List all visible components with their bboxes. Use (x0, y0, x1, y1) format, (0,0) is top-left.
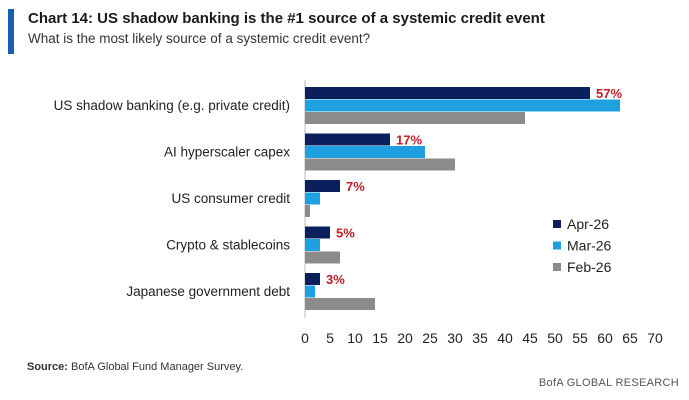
x-tick-label: 5 (326, 330, 334, 346)
x-tick-label: 70 (647, 330, 663, 346)
x-tick-label: 45 (522, 330, 538, 346)
source-note: Source: BofA Global Fund Manager Survey. (27, 361, 243, 373)
bar-apr-26 (305, 133, 390, 146)
chart-title: Chart 14: US shadow banking is the #1 so… (28, 10, 545, 27)
legend-label: Feb-26 (567, 259, 612, 275)
category-label: Crypto & stablecoins (166, 238, 290, 253)
source-text: BofA Global Fund Manager Survey. (67, 361, 244, 373)
legend-label: Mar-26 (567, 238, 612, 254)
bar-feb-26 (305, 158, 455, 171)
title-accent-bar (8, 9, 14, 54)
x-tick-label: 20 (397, 330, 413, 346)
brand-footer: BofA GLOBAL RESEARCH (538, 377, 679, 389)
x-tick-label: 25 (422, 330, 438, 346)
bar-apr-26 (305, 87, 590, 99)
legend-swatch-apr-26 (553, 220, 561, 228)
data-label: 7% (346, 179, 365, 194)
bar-apr-26 (305, 226, 330, 239)
bar-apr-26 (305, 180, 340, 192)
x-tick-label: 0 (301, 330, 309, 346)
category-label: US shadow banking (e.g. private credit) (54, 98, 290, 113)
x-tick-label: 30 (447, 330, 463, 346)
bar-mar-26 (305, 285, 315, 298)
x-tick-label: 60 (597, 330, 613, 346)
bar-feb-26 (305, 298, 375, 310)
bar-chart: US shadow banking (e.g. private credit) 5… (54, 80, 663, 346)
legend-swatch-mar-26 (553, 241, 561, 250)
bar-mar-26 (305, 192, 320, 205)
x-tick-label: 50 (547, 330, 563, 346)
category-label: Japanese government debt (126, 284, 290, 299)
category-label: US consumer credit (171, 191, 290, 206)
bar-mar-26 (305, 146, 425, 158)
legend-label: Apr-26 (567, 216, 609, 232)
data-label: 3% (326, 272, 345, 287)
x-tick-label: 15 (372, 330, 388, 346)
chart-subtitle: What is the most likely source of a syst… (28, 31, 371, 46)
x-tick-label: 65 (622, 330, 638, 346)
bar-apr-26 (305, 273, 320, 285)
source-label: Source: (27, 361, 68, 373)
x-tick-label: 35 (472, 330, 488, 346)
data-label: 5% (336, 226, 355, 241)
bar-feb-26 (305, 112, 525, 124)
bar-mar-26 (305, 99, 620, 112)
x-tick-label: 10 (347, 330, 363, 346)
bar-feb-26 (305, 205, 310, 217)
category-label: AI hyperscaler capex (164, 145, 290, 160)
legend-swatch-feb-26 (553, 263, 561, 271)
data-label: 17% (396, 133, 422, 148)
data-label: 57% (596, 86, 622, 101)
bar-mar-26 (305, 239, 320, 251)
x-tick-label: 40 (497, 330, 513, 346)
bar-feb-26 (305, 251, 340, 264)
x-tick-label: 55 (572, 330, 588, 346)
